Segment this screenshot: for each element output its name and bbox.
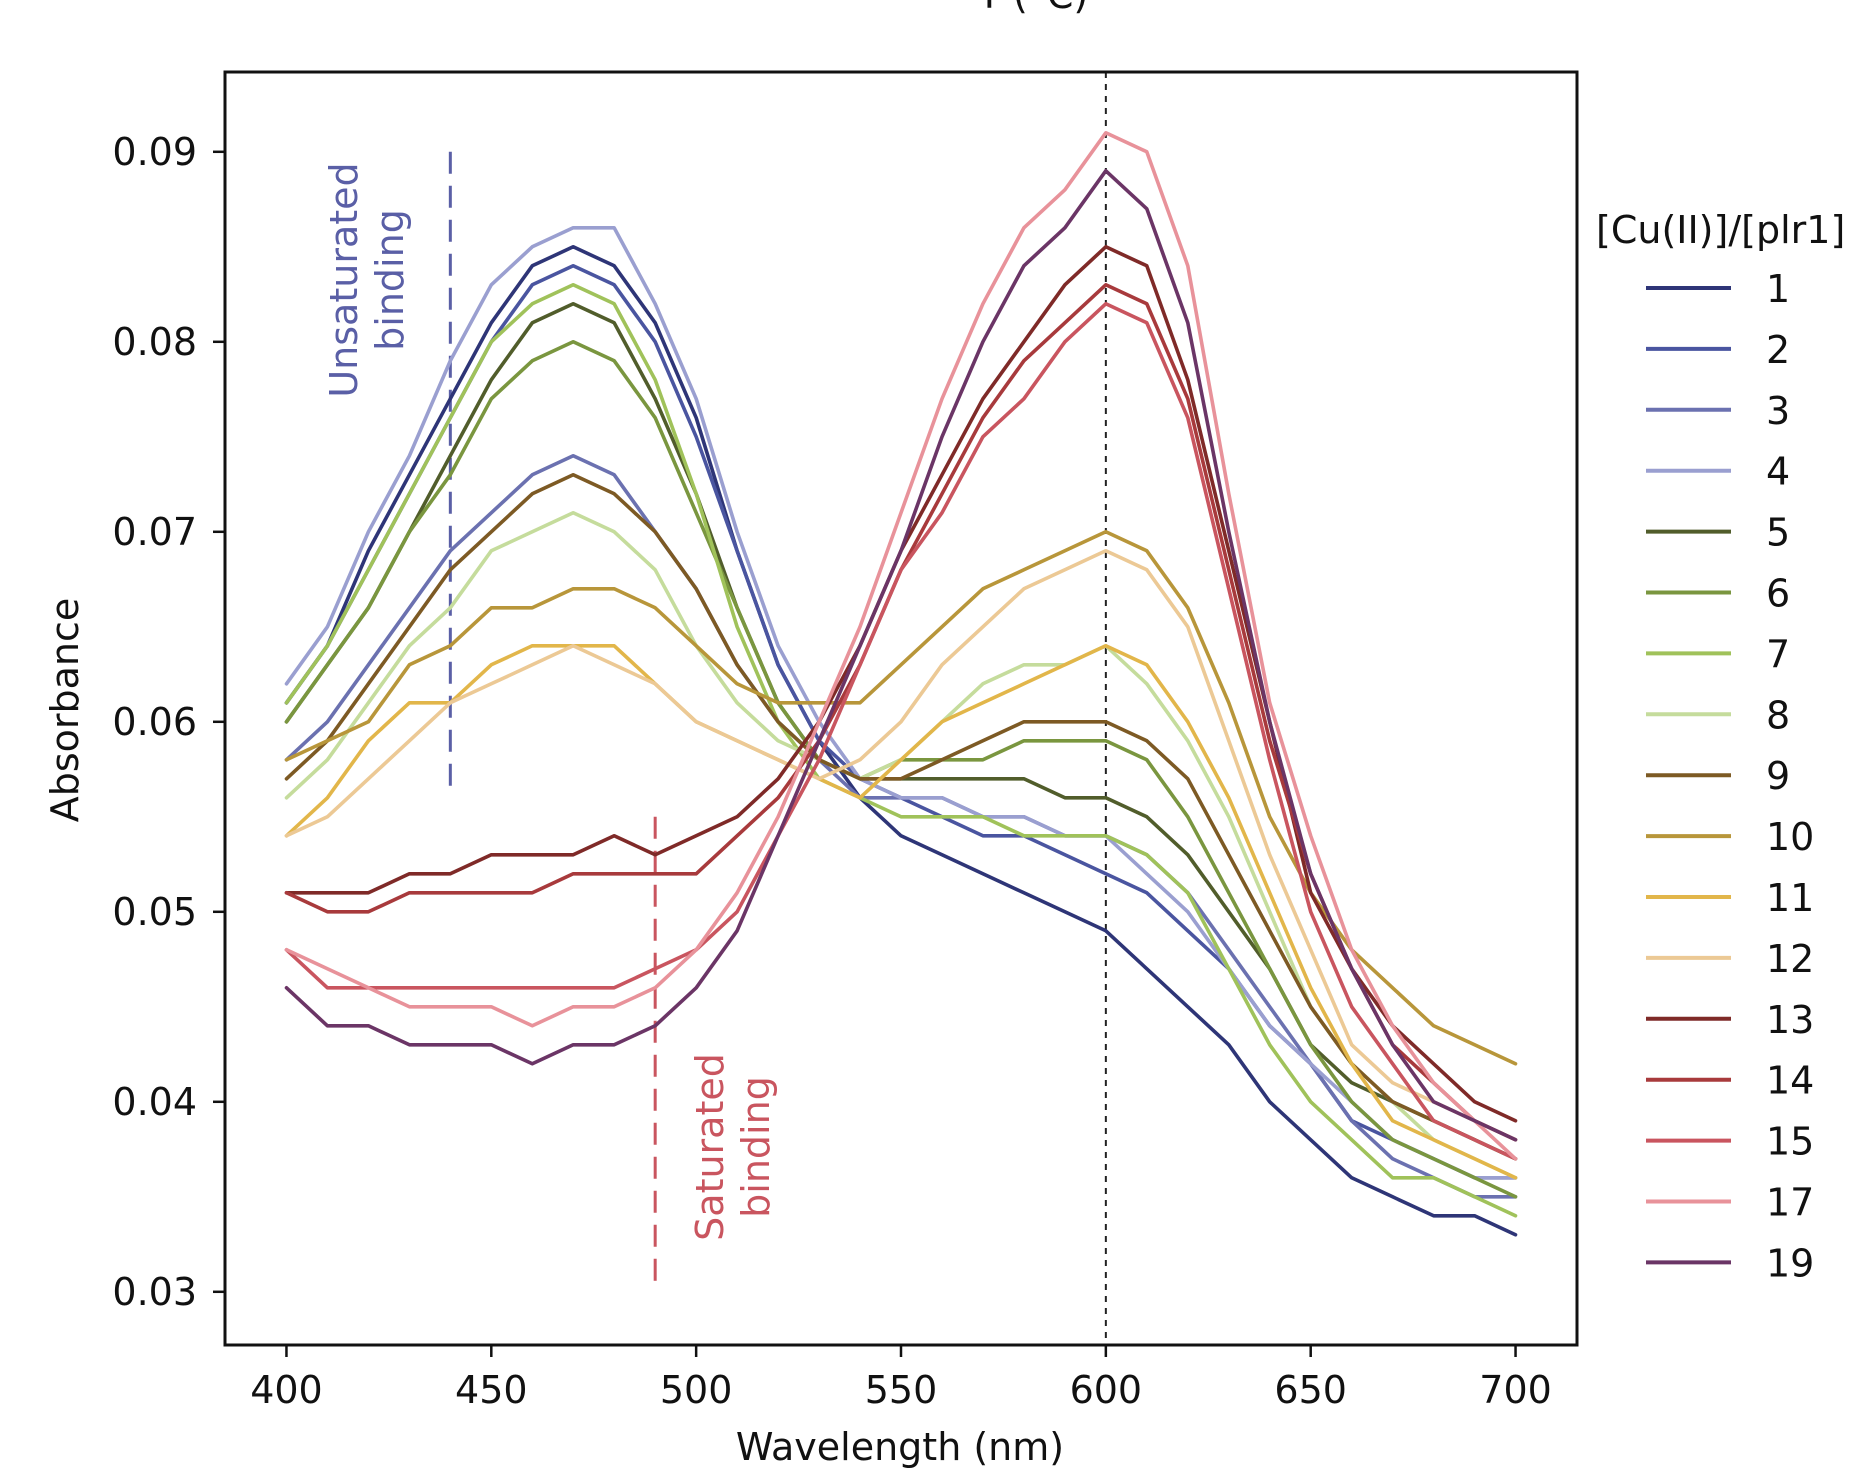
legend-label-6: 6: [1766, 572, 1790, 616]
legend-label-1: 1: [1766, 267, 1790, 311]
y-axis: 0.03 0.04 0.05 0.06 0.07 0.08 0.09: [112, 130, 225, 1314]
x-axis: 400 450 500 550 600 650 700: [250, 1345, 1552, 1412]
legend-label-2: 2: [1766, 328, 1790, 372]
series-line-8: [284, 510, 1518, 1180]
legend-label-17: 17: [1766, 1181, 1814, 1225]
legend-label-13: 13: [1766, 998, 1814, 1042]
x-tick-label: 600: [1070, 1368, 1143, 1412]
chart-title: T (°C): [977, 0, 1088, 17]
legend-label-8: 8: [1766, 693, 1790, 737]
x-axis-label: Wavelength (nm): [736, 1425, 1064, 1469]
series-line-12: [284, 548, 1518, 1142]
y-tick-label: 0.04: [112, 1080, 197, 1124]
y-tick-label: 0.05: [112, 890, 197, 934]
legend-label-12: 12: [1766, 937, 1814, 981]
series-line-15: [284, 301, 1518, 1161]
series-line-6: [284, 339, 1518, 1199]
legend-label-3: 3: [1766, 389, 1790, 433]
annotation-unsaturated: Unsaturated binding: [322, 162, 412, 397]
x-tick-label: 450: [455, 1368, 528, 1412]
x-tick-label: 400: [250, 1368, 323, 1412]
reference-lines: [448, 72, 1107, 1345]
legend-label-19: 19: [1766, 1241, 1814, 1285]
legend-label-5: 5: [1766, 511, 1790, 555]
annotation-text: Unsaturated: [322, 162, 366, 397]
y-tick-label: 0.03: [112, 1270, 197, 1314]
x-tick-label: 700: [1479, 1368, 1552, 1412]
series-line-9: [284, 472, 1518, 1161]
legend-label-11: 11: [1766, 876, 1814, 920]
legend-title: [Cu(II)]/[plr1]: [1596, 208, 1845, 252]
legend-label-9: 9: [1766, 754, 1790, 798]
plot-frame: [223, 70, 1579, 1347]
y-tick-label: 0.09: [112, 130, 197, 174]
annotation-text: binding: [368, 209, 412, 351]
series-line-17: [284, 131, 1518, 1161]
series-line-5: [284, 301, 1518, 1161]
annotation-text: Saturated: [688, 1053, 732, 1241]
series-line-7: [284, 282, 1518, 1218]
x-tick-label: 550: [865, 1368, 938, 1412]
annotation-text: binding: [734, 1076, 778, 1218]
series-lines: [284, 131, 1518, 1237]
y-tick-label: 0.07: [112, 510, 197, 554]
series-line-19: [284, 169, 1518, 1142]
series-line-4: [284, 226, 1518, 1180]
legend-label-10: 10: [1766, 815, 1814, 859]
legend-label-4: 4: [1766, 450, 1790, 494]
legend-label-7: 7: [1766, 632, 1790, 676]
annotation-saturated: Saturated binding: [688, 1053, 778, 1241]
legend-label-14: 14: [1766, 1059, 1814, 1103]
series-line-11: [284, 643, 1518, 1180]
legend-label-15: 15: [1766, 1120, 1814, 1164]
x-tick-label: 650: [1274, 1368, 1347, 1412]
legend: [Cu(II)]/[plr1] 123456789101112131415171…: [1596, 208, 1845, 1285]
y-tick-label: 0.06: [112, 700, 197, 744]
y-axis-label: Absorbance: [43, 598, 87, 823]
series-line-14: [284, 282, 1518, 1142]
x-tick-label: 500: [660, 1368, 733, 1412]
y-tick-label: 0.08: [112, 320, 197, 364]
series-line-1: [284, 245, 1518, 1237]
